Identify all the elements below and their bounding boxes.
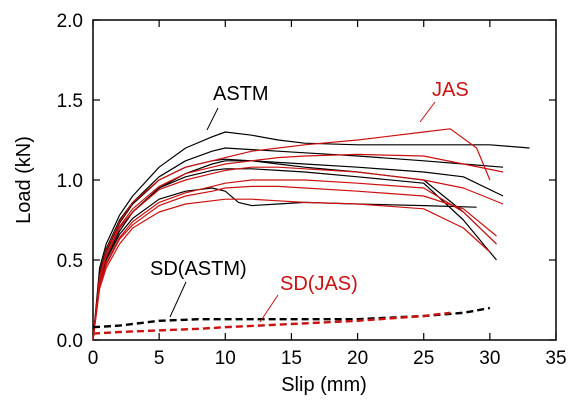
sd-jas-annotation: SD(JAS): [280, 273, 358, 295]
jas-annotation: JAS: [432, 79, 469, 101]
x-tick-label: 0: [88, 348, 99, 369]
x-tick-label: 30: [479, 348, 500, 369]
series-line-jas-9: [92, 198, 491, 341]
sd-jas-pointer: [259, 294, 279, 323]
sd-astm-annotation: SD(ASTM): [150, 258, 247, 280]
x-tick-label: 20: [347, 348, 368, 369]
series-line-sd-astm-12: [92, 306, 491, 329]
series-line-jas-6: [92, 128, 491, 341]
series-line-astm-5: [92, 168, 497, 341]
astm-pointer: [206, 107, 219, 131]
axis-ticks: 0 5 10 15 20 25 30 35 0.0 0.5 1.0 1.5 2.0: [57, 11, 567, 369]
y-tick-label: 1.5: [57, 91, 83, 112]
series-line-astm-1: [92, 147, 504, 341]
x-tick-label: 10: [215, 348, 236, 369]
series-line-jas-11: [92, 185, 497, 341]
series-line-astm-4: [92, 158, 497, 341]
series-line-sd-jas-13: [92, 311, 451, 335]
x-tick-label: 5: [154, 348, 165, 369]
x-tick-label: 15: [281, 348, 302, 369]
y-tick-label: 0.5: [57, 251, 83, 272]
series-layer: [92, 128, 530, 341]
y-tick-label: 1.0: [57, 171, 83, 192]
x-tick-label: 35: [545, 348, 566, 369]
x-tick-label: 25: [413, 348, 434, 369]
series-line-astm-0: [92, 131, 530, 341]
jas-pointer: [419, 101, 436, 123]
y-tick-label: 2.0: [57, 11, 83, 32]
y-axis-title: Load (kN): [13, 136, 35, 224]
astm-annotation: ASTM: [213, 83, 269, 105]
series-line-jas-10: [92, 166, 504, 341]
sd-astm-pointer: [169, 281, 187, 318]
series-line-jas-7: [92, 153, 504, 341]
series-line-jas-8: [92, 179, 497, 341]
y-tick-label: 0.0: [57, 331, 83, 352]
x-axis-title: Slip (mm): [281, 374, 367, 396]
